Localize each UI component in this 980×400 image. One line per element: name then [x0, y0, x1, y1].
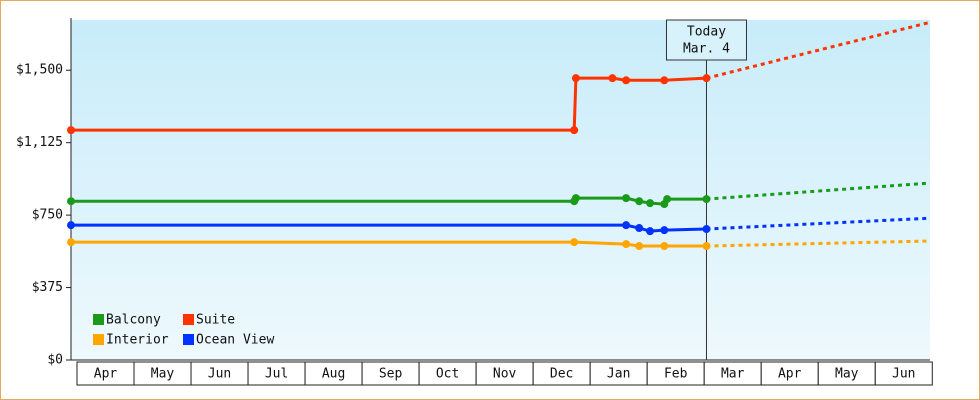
x-tick-label: Feb	[664, 367, 688, 382]
forecast-line	[706, 239, 931, 248]
x-tick-label: Nov	[493, 367, 517, 382]
plot-area	[71, 20, 930, 360]
y-tick-label: $1,125	[16, 135, 63, 150]
series-line	[71, 223, 707, 233]
y-tick-label: $750	[32, 208, 63, 223]
legend-label: Balcony	[106, 313, 161, 328]
month-box	[874, 361, 933, 386]
data-point	[660, 76, 669, 85]
today-label: Today	[687, 25, 726, 40]
data-point	[622, 76, 631, 85]
x-tick-label: Dec	[550, 367, 573, 382]
legend-label: Interior	[106, 333, 169, 348]
forecast-line	[706, 181, 931, 201]
y-tick-label: $0	[47, 353, 63, 368]
data-point	[622, 221, 631, 230]
data-point	[702, 225, 711, 234]
legend-swatch	[183, 334, 194, 345]
today-box	[665, 19, 747, 61]
series-line	[71, 240, 707, 248]
data-point	[635, 197, 644, 206]
legend-swatch	[183, 314, 194, 325]
legend-swatch	[93, 314, 104, 325]
data-point	[67, 238, 75, 247]
data-point	[622, 194, 631, 203]
x-tick-label: Oct	[436, 367, 459, 382]
x-tick-label: Mar	[721, 367, 745, 382]
data-point	[622, 240, 631, 249]
data-point	[635, 242, 644, 251]
data-point	[702, 195, 711, 204]
x-tick-label: Aug	[322, 367, 345, 382]
data-point	[635, 224, 644, 233]
data-point	[570, 126, 579, 135]
data-point	[660, 226, 669, 235]
data-point	[646, 199, 655, 208]
x-tick-label: Jun	[892, 367, 915, 382]
x-tick-label: May	[835, 367, 859, 382]
data-point	[571, 194, 580, 203]
data-point	[570, 238, 579, 247]
x-tick-label: Jan	[607, 367, 630, 382]
forecast-line	[706, 20, 931, 80]
data-point	[67, 126, 75, 135]
data-point	[67, 197, 75, 206]
x-tick-label: Apr	[778, 367, 802, 382]
x-tick-label: Apr	[94, 367, 118, 382]
today-label: Mar. 4	[683, 42, 730, 57]
data-point	[702, 74, 711, 83]
x-tick-label: Sep	[379, 367, 403, 382]
forecast-line	[706, 216, 931, 231]
data-point	[571, 74, 580, 83]
data-point	[608, 74, 617, 83]
x-tick-label: May	[151, 367, 175, 382]
data-point	[67, 221, 75, 230]
x-tick-label: Jul	[265, 367, 288, 382]
data-point	[646, 227, 655, 236]
data-point	[660, 242, 669, 251]
legend-label: Suite	[196, 313, 235, 328]
y-tick-label: $1,500	[16, 63, 63, 78]
legend-label: Ocean View	[196, 333, 274, 348]
legend-swatch	[93, 334, 104, 345]
data-point	[663, 195, 672, 204]
y-tick-label: $375	[32, 280, 63, 295]
x-tick-label: Jun	[208, 367, 231, 382]
data-point	[702, 242, 711, 251]
